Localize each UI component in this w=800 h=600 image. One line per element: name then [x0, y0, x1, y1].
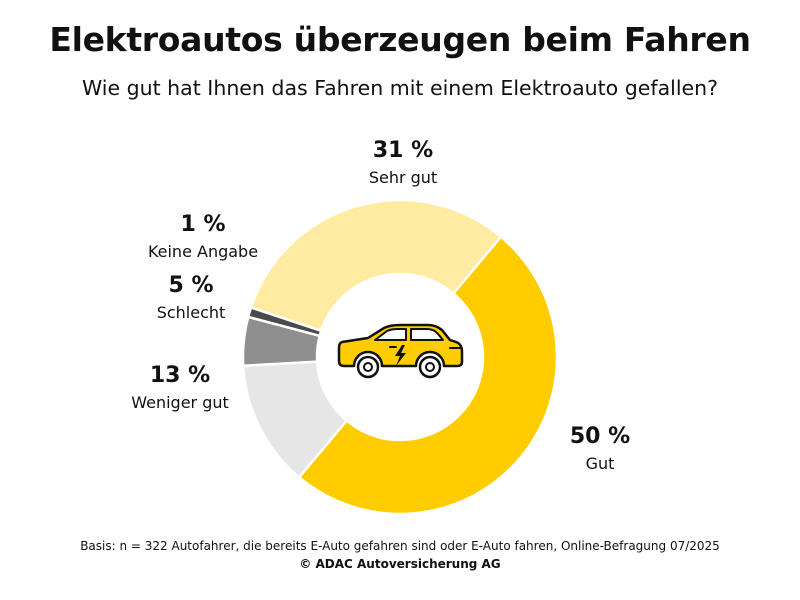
category-label-weniger-gut: Weniger gut: [131, 393, 229, 412]
car-hub-rear: [425, 362, 435, 372]
slice-gut: [297, 234, 559, 516]
slice-labels: 50 % Gut 13 % Weniger gut 5 % Schlecht 1 % Kein…: [131, 138, 630, 473]
value-label-keine-angabe: 1 %: [180, 212, 225, 237]
chart-title: Elektroautos überzeugen beim Fahren: [49, 20, 751, 59]
car-hub-front: [363, 362, 373, 372]
category-label-keine-angabe: Keine Angabe: [148, 242, 258, 261]
value-label-schlecht: 5 %: [168, 273, 213, 298]
value-label-gut: 50 %: [570, 424, 630, 449]
value-label-weniger-gut: 13 %: [150, 363, 210, 388]
electric-car-icon: [337, 323, 464, 379]
category-label-schlecht: Schlecht: [157, 303, 226, 322]
category-label-gut: Gut: [586, 454, 615, 473]
lightning-bolt-icon: [395, 345, 406, 366]
donut-slices: [241, 198, 559, 516]
category-label-sehr-gut: Sehr gut: [369, 168, 437, 187]
slice-sehr-gut: [249, 198, 503, 333]
copyright: © ADAC Autoversicherung AG: [299, 557, 501, 571]
car-rear-window: [410, 328, 444, 341]
value-label-sehr-gut: 31 %: [373, 138, 433, 163]
chart-subtitle: Wie gut hat Ihnen das Fahren mit einem E…: [81, 76, 719, 100]
footnote: Basis: n = 322 Autofahrer, die bereits E…: [80, 539, 720, 553]
car-front-window: [374, 328, 407, 341]
